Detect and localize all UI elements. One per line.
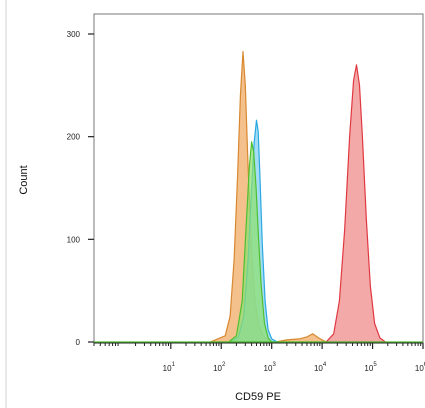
x-tick-label: 102	[213, 362, 226, 373]
series-layer	[94, 50, 423, 343]
y-tick-label: 300	[67, 30, 81, 39]
histogram-series-3	[228, 141, 273, 343]
y-tick-label: 0	[76, 338, 81, 347]
x-tick-label: 103	[264, 362, 277, 373]
x-tick-label: 106	[415, 362, 425, 373]
y-axis-title: Count	[18, 165, 30, 194]
x-axis-title: CD59 PE	[235, 391, 281, 403]
histogram-series-1	[209, 50, 327, 343]
x-tick-label: 101	[163, 362, 176, 373]
axis-layer: 101 102 103 104 105 106 0 100 200 300	[67, 30, 425, 373]
histogram-series-4	[325, 64, 386, 343]
y-tick-label: 100	[67, 235, 81, 244]
x-tick-label: 104	[314, 362, 327, 373]
x-tick-label: 105	[364, 362, 377, 373]
y-tick-label: 200	[67, 133, 81, 142]
